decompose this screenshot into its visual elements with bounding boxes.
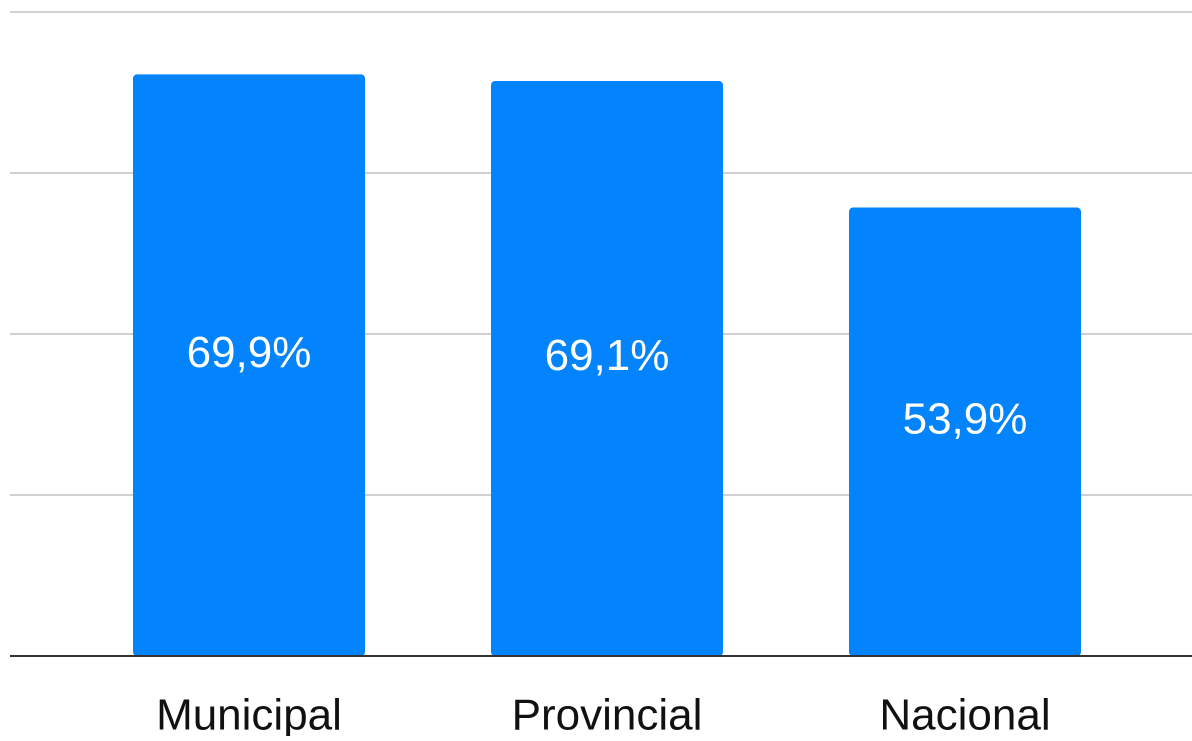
data-label: 53,9%: [903, 394, 1028, 443]
bar: [849, 207, 1081, 656]
x-tick-label: Nacional: [879, 691, 1050, 736]
data-label: 69,9%: [187, 328, 312, 377]
bar: [491, 81, 723, 656]
x-tick-label: Municipal: [156, 691, 342, 736]
bar: [133, 74, 365, 657]
x-tick-label: Provincial: [512, 691, 703, 736]
data-label: 69,1%: [545, 331, 670, 380]
